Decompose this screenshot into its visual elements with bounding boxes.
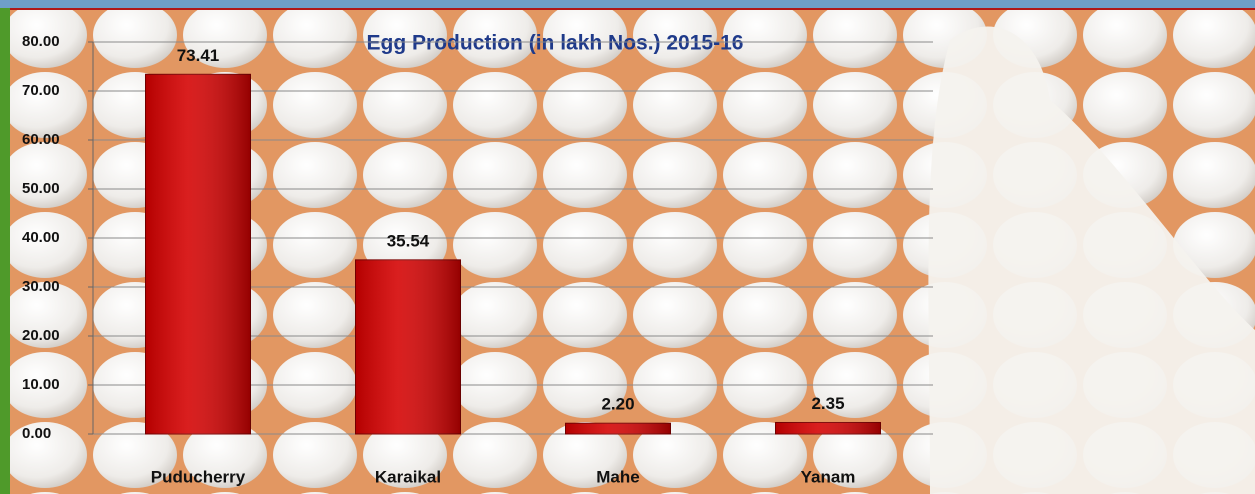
- x-tick-label: Mahe: [596, 467, 639, 486]
- y-tick-label: 20.00: [22, 327, 60, 344]
- y-tick-label: 70.00: [22, 82, 60, 99]
- y-tick-label: 60.00: [22, 131, 60, 148]
- hen: [928, 26, 1255, 494]
- value-label: 2.20: [601, 395, 634, 414]
- chart-title: Egg Production (in lakh Nos.) 2015-16: [367, 32, 744, 55]
- value-label: 73.41: [177, 46, 220, 65]
- value-label: 2.35: [811, 394, 844, 413]
- y-tick-label: 80.00: [22, 33, 60, 50]
- left-border: [0, 8, 10, 494]
- x-tick-label: Karaikal: [375, 467, 441, 486]
- bar-shade: [355, 259, 461, 434]
- y-tick-label: 0.00: [22, 425, 51, 442]
- bar-shade: [565, 423, 671, 434]
- y-tick-label: 30.00: [22, 278, 60, 295]
- y-tick-label: 50.00: [22, 180, 60, 197]
- x-tick-label: Yanam: [801, 467, 856, 486]
- top-border: [10, 8, 1255, 10]
- bar-shade: [775, 422, 881, 434]
- y-tick-label: 10.00: [22, 376, 60, 393]
- x-tick-label: Puducherry: [151, 467, 246, 486]
- bar-shade: [145, 74, 251, 434]
- top-strip: [0, 0, 1255, 8]
- value-label: 35.54: [387, 231, 430, 250]
- y-tick-label: 40.00: [22, 229, 60, 246]
